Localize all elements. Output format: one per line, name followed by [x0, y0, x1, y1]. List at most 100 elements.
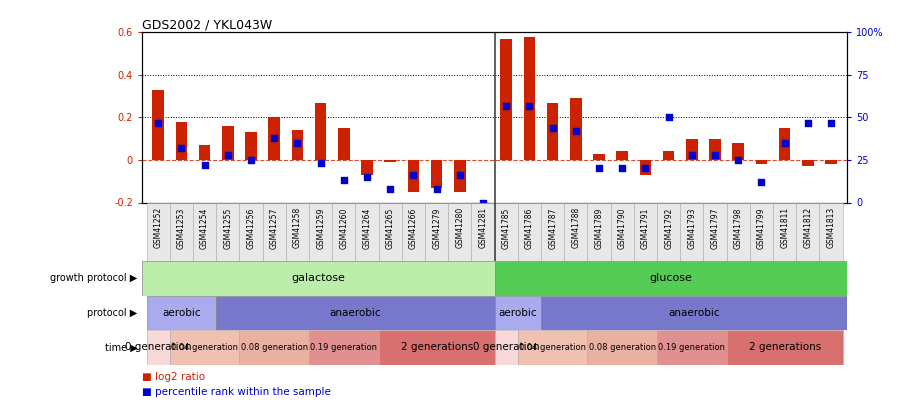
Bar: [402, 202, 425, 261]
Bar: [663, 151, 674, 160]
Point: [430, 185, 444, 192]
Bar: [681, 202, 703, 261]
Text: GSM41260: GSM41260: [339, 207, 348, 249]
Text: GSM41812: GSM41812: [803, 207, 812, 248]
Point: [197, 162, 212, 168]
Bar: [333, 202, 355, 261]
Bar: [726, 330, 843, 364]
Text: glucose: glucose: [649, 273, 692, 283]
Text: GSM41257: GSM41257: [269, 207, 278, 249]
Text: 0.08 generation: 0.08 generation: [241, 343, 308, 352]
Bar: [431, 160, 442, 188]
Bar: [500, 39, 512, 160]
Bar: [733, 143, 744, 160]
Bar: [193, 202, 216, 261]
Text: GSM41813: GSM41813: [826, 207, 835, 248]
Text: GSM41789: GSM41789: [594, 207, 604, 249]
Bar: [199, 145, 211, 160]
Text: aerobic: aerobic: [162, 308, 201, 318]
Text: GSM41253: GSM41253: [177, 207, 186, 249]
Text: GSM41792: GSM41792: [664, 207, 673, 249]
Text: GSM41254: GSM41254: [200, 207, 209, 249]
Text: GSM41255: GSM41255: [224, 207, 233, 249]
Bar: [518, 202, 541, 261]
Bar: [657, 202, 681, 261]
Point: [731, 157, 746, 163]
Point: [754, 179, 769, 185]
Text: 0.19 generation: 0.19 generation: [311, 343, 377, 352]
Bar: [385, 160, 396, 162]
Bar: [587, 202, 611, 261]
Bar: [169, 202, 193, 261]
Bar: [686, 139, 698, 160]
Text: GSM41785: GSM41785: [502, 207, 511, 249]
Text: protocol ▶: protocol ▶: [87, 308, 137, 318]
Point: [778, 140, 792, 146]
Bar: [594, 153, 605, 160]
Text: GSM41258: GSM41258: [293, 207, 302, 248]
Bar: [454, 160, 465, 192]
Bar: [245, 132, 256, 160]
Bar: [756, 160, 768, 164]
Point: [569, 128, 583, 134]
Bar: [355, 202, 378, 261]
Bar: [541, 202, 564, 261]
Bar: [378, 330, 495, 364]
Bar: [176, 122, 187, 160]
Text: GSM41279: GSM41279: [432, 207, 442, 249]
Bar: [634, 202, 657, 261]
Text: GSM41811: GSM41811: [780, 207, 790, 248]
Bar: [518, 330, 587, 364]
Bar: [286, 202, 309, 261]
Text: 0 generation: 0 generation: [125, 342, 191, 352]
Text: GSM41252: GSM41252: [154, 207, 163, 248]
Bar: [338, 128, 350, 160]
Text: GDS2002 / YKL043W: GDS2002 / YKL043W: [142, 18, 272, 31]
Bar: [309, 330, 378, 364]
Text: 0.19 generation: 0.19 generation: [659, 343, 725, 352]
Point: [823, 119, 838, 126]
Bar: [472, 202, 495, 261]
Bar: [750, 202, 773, 261]
Text: GSM41266: GSM41266: [409, 207, 418, 249]
Point: [336, 177, 351, 183]
Text: GSM41793: GSM41793: [687, 207, 696, 249]
Bar: [825, 160, 837, 164]
Text: GSM41265: GSM41265: [386, 207, 395, 249]
Bar: [147, 296, 216, 330]
Bar: [726, 202, 750, 261]
Bar: [547, 102, 559, 160]
Text: ■ log2 ratio: ■ log2 ratio: [142, 372, 205, 382]
Point: [290, 140, 305, 146]
Bar: [142, 261, 495, 296]
Bar: [216, 296, 495, 330]
Bar: [169, 330, 239, 364]
Text: 2 generations: 2 generations: [748, 342, 821, 352]
Point: [453, 172, 467, 179]
Point: [406, 172, 420, 179]
Bar: [820, 202, 843, 261]
Point: [615, 165, 629, 172]
Point: [684, 151, 699, 158]
Point: [801, 119, 815, 126]
Bar: [773, 202, 796, 261]
Bar: [657, 330, 726, 364]
Bar: [147, 330, 169, 364]
Point: [221, 151, 235, 158]
Bar: [425, 202, 448, 261]
Bar: [222, 126, 234, 160]
Point: [545, 124, 560, 131]
Bar: [408, 160, 420, 192]
Bar: [315, 102, 326, 160]
Bar: [239, 330, 309, 364]
Point: [360, 174, 375, 180]
Bar: [216, 202, 239, 261]
Bar: [541, 296, 847, 330]
Text: time ▶: time ▶: [104, 342, 137, 352]
Point: [638, 165, 653, 172]
Point: [383, 185, 398, 192]
Text: 0 generation: 0 generation: [473, 342, 540, 352]
Bar: [802, 160, 813, 166]
Text: GSM41798: GSM41798: [734, 207, 743, 249]
Bar: [152, 90, 164, 160]
